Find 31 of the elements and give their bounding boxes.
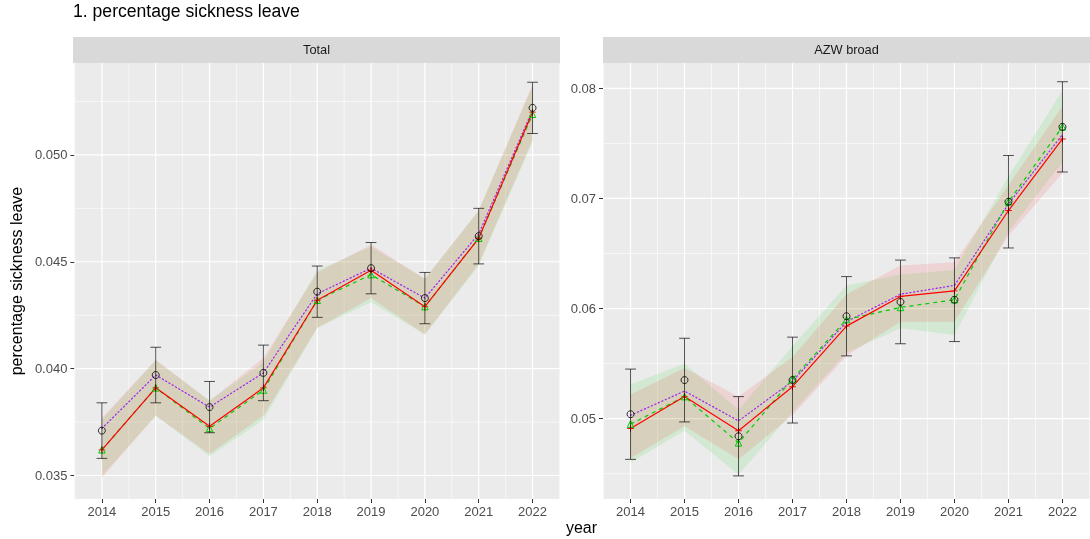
x-tick-label: 2022 [1048,504,1077,519]
x-tick-label: 2014 [87,504,117,519]
x-tick-label: 2017 [778,504,807,519]
y-tick-label: 0.06 [570,301,596,317]
x-tick-label: 2015 [670,504,699,519]
y-tick-label: 0.08 [570,80,596,96]
x-tick-label: 2018 [832,504,861,519]
y-tick-label: 0.07 [570,190,596,206]
x-tick-label: 2017 [248,504,278,519]
y-tick-label: 0.045 [34,254,68,270]
chart-subtitle: AZW broad [814,42,879,58]
x-tick-label: 2021 [464,504,494,519]
x-tick-label: 2016 [195,504,225,519]
x-tick-label: 2020 [410,504,440,519]
y-tick-label: 0.035 [34,467,68,483]
x-tick-label: 2014 [616,504,645,519]
x-axis-title: year [565,519,598,537]
x-tick-label: 2018 [302,504,332,519]
y-axis-title: percentage sickness leave [7,186,25,376]
y-tick-label: 0.05 [570,411,596,427]
x-tick-label: 2015 [141,504,171,519]
x-tick-label: 2020 [940,504,969,519]
x-tick-label: 2019 [886,504,915,519]
chart-subtitle: Total [302,42,331,58]
x-tick-label: 2016 [724,504,753,519]
y-tick-label: 0.050 [34,147,68,163]
x-tick-label: 2021 [994,504,1023,519]
x-tick-label: 2022 [518,504,548,519]
x-tick-label: 2019 [356,504,386,519]
chart-title: 1. percentage sickness leave [73,1,300,21]
y-tick-label: 0.040 [34,361,68,377]
